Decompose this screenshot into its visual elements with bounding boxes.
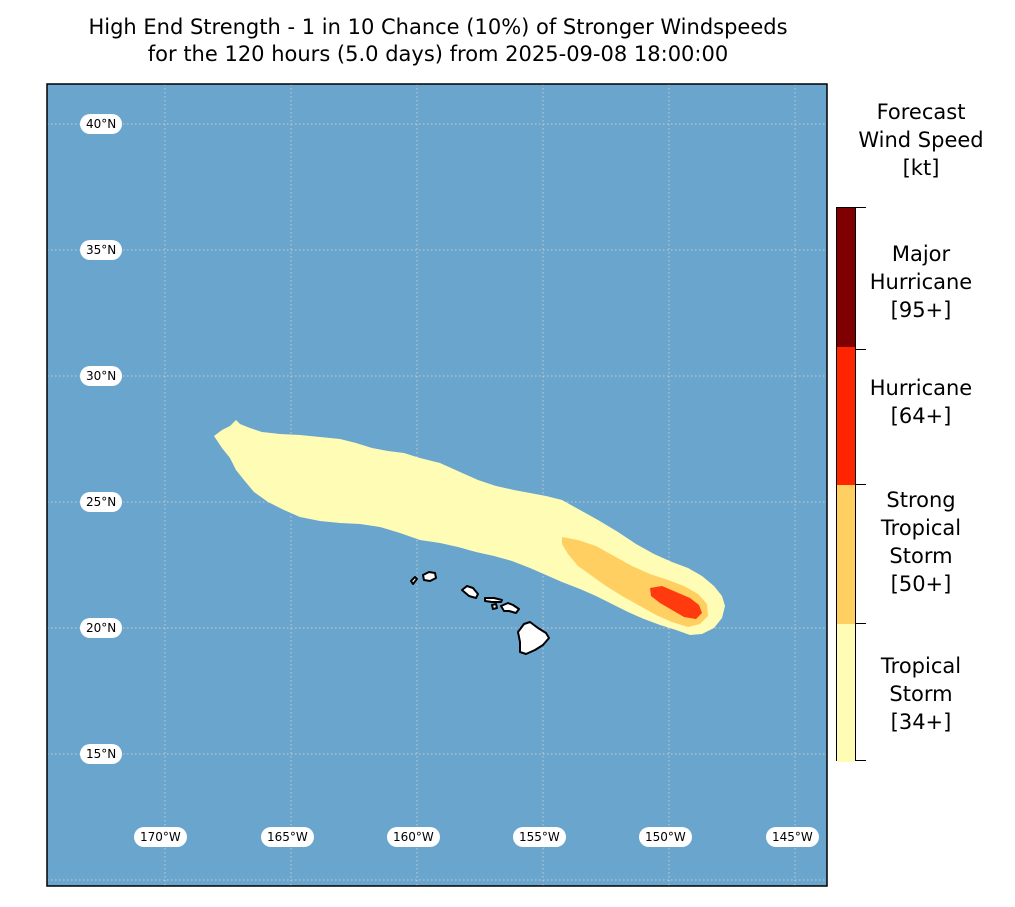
colorbar-segment-major-hurricane <box>837 208 855 347</box>
label-line: Hurricane <box>869 270 973 294</box>
colorbar-label-major-hurricane: Major Hurricane [95+] <box>842 240 1000 324</box>
map-title-line-1: High End Strength - 1 in 10 Chance (10%)… <box>88 15 788 39</box>
map-title-line-2: for the 120 hours (5.0 days) from 2025-0… <box>147 42 729 66</box>
label-line: [64+] <box>890 404 952 428</box>
lon-label-145w: 145°W <box>766 827 819 847</box>
hawaiian-islands <box>410 571 550 655</box>
label-line: Tropical <box>880 654 962 678</box>
label-line: [50+] <box>890 572 952 596</box>
lon-label-150w: 150°W <box>639 827 692 847</box>
wind-swath-tropical-storm <box>214 420 725 635</box>
colorbar-label-hurricane: Hurricane [64+] <box>842 374 1000 430</box>
colorbar-tick <box>856 207 866 208</box>
lon-label-155w: 155°W <box>513 827 566 847</box>
colorbar-title-line-1: Forecast <box>876 100 966 124</box>
lon-label-165w: 165°W <box>261 827 314 847</box>
map-title: High End Strength - 1 in 10 Chance (10%)… <box>0 14 876 68</box>
colorbar-segment-tropical-storm <box>837 624 855 762</box>
label-line: [95+] <box>890 298 952 322</box>
colorbar-tick <box>856 484 866 485</box>
lat-label-35n: 35°N <box>80 240 123 260</box>
colorbar-segment-hurricane <box>837 347 855 485</box>
lon-label-160w: 160°W <box>387 827 440 847</box>
label-line: Hurricane <box>869 376 973 400</box>
wind-swath-hurricane <box>650 586 702 619</box>
island-kauai <box>422 571 437 582</box>
lat-label-40n: 40°N <box>80 114 123 134</box>
lat-label-25n: 25°N <box>80 492 123 512</box>
colorbar-tick <box>856 623 866 624</box>
lon-label-170w: 170°W <box>134 827 187 847</box>
colorbar-title-line-3: [kt] <box>902 156 940 180</box>
colorbar-segment-strong-tropical-storm <box>837 485 855 624</box>
label-line: Strong <box>886 488 956 512</box>
colorbar-title-line-2: Wind Speed <box>858 128 984 152</box>
label-line: [34+] <box>890 710 952 734</box>
lat-label-15n: 15°N <box>80 744 123 764</box>
colorbar-label-tropical-storm: Tropical Storm [34+] <box>842 652 1000 736</box>
wind-speed-colorbar <box>836 207 856 762</box>
island-oahu <box>461 585 479 599</box>
label-line: Tropical <box>880 516 962 540</box>
colorbar-tick <box>856 760 866 761</box>
colorbar-label-strong-tropical-storm: Strong Tropical Storm [50+] <box>842 486 1000 598</box>
lat-label-20n: 20°N <box>80 618 123 638</box>
island-niihau <box>410 576 418 585</box>
colorbar-tick <box>856 349 866 350</box>
island-maui <box>500 602 520 614</box>
island-molokai <box>484 597 503 603</box>
colorbar-title: Forecast Wind Speed [kt] <box>830 98 1012 182</box>
label-line: Major <box>891 242 951 266</box>
island-lanai <box>491 603 498 610</box>
label-line: Storm <box>889 682 953 706</box>
lat-label-30n: 30°N <box>80 366 123 386</box>
label-line: Storm <box>889 544 953 568</box>
island-hawaii <box>517 621 550 655</box>
map-border <box>46 83 828 887</box>
